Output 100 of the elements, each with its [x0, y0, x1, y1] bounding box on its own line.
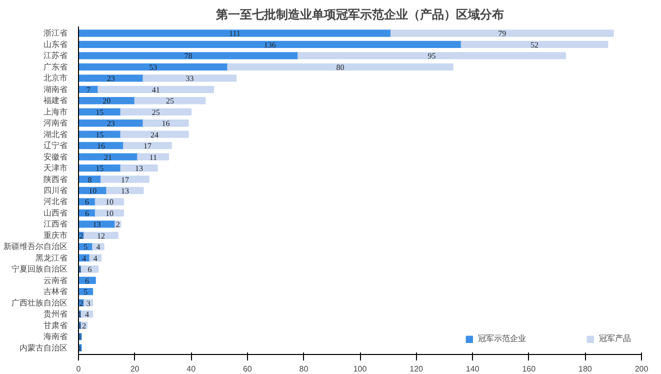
y-tick-label: 广西壮族自治区 [12, 298, 68, 308]
y-tick-label: 云南省 [44, 276, 68, 285]
data-label: 13 [135, 164, 144, 174]
data-label: 10 [105, 208, 114, 218]
bar [78, 130, 122, 138]
y-tick-label: 新疆维吾尔自治区 [4, 242, 68, 252]
data-label: 15 [96, 108, 104, 117]
data-label: 136 [264, 40, 276, 50]
data-label: 16 [162, 119, 170, 128]
y-tick-label: 河北省 [44, 197, 68, 206]
bar [94, 198, 124, 206]
y-tick-label: 天津市 [44, 164, 68, 173]
bar [78, 52, 299, 60]
x-tick-label: 40 [186, 364, 196, 374]
x-tick-label: 20 [130, 364, 140, 374]
bar [142, 120, 189, 127]
data-label: 17 [143, 142, 152, 151]
y-tick-label: 吉林省 [44, 287, 68, 296]
data-label: 33 [186, 74, 194, 84]
data-label: 79 [498, 29, 506, 38]
data-label: 52 [530, 40, 539, 50]
data-label: 11 [149, 152, 157, 162]
bar [78, 153, 138, 160]
bar [100, 176, 150, 183]
data-label: 10 [105, 198, 114, 207]
y-tick-label: 浙江省 [44, 28, 68, 38]
y-tick-label: 安徽省 [44, 152, 68, 162]
y-tick-label: 甘肃省 [44, 320, 68, 330]
y-tick-label: 湖北省 [44, 130, 68, 139]
data-label: 80 [336, 62, 344, 72]
x-tick-label: 80 [299, 364, 309, 374]
y-tick-label: 湖南省 [44, 84, 68, 94]
data-label: 111 [229, 29, 240, 38]
bar [142, 74, 237, 82]
bar [78, 30, 392, 37]
bar [84, 232, 118, 240]
data-label: 12 [97, 231, 106, 240]
bar [120, 130, 189, 138]
data-label: 4 [96, 242, 100, 252]
bar [123, 142, 172, 150]
y-tick-label: 海南省 [44, 332, 68, 342]
y-tick-label: 内蒙古自治区 [20, 343, 68, 352]
data-label: 13 [92, 220, 101, 230]
x-tick-label: 160 [522, 364, 536, 374]
bar [227, 63, 454, 71]
data-label: 2 [116, 220, 120, 230]
data-label: 95 [428, 52, 436, 61]
bar [98, 86, 214, 93]
bar [460, 40, 608, 48]
data-label: 2 [79, 298, 84, 308]
y-tick-label: 江西省 [44, 220, 68, 229]
data-label: 2 [82, 321, 86, 330]
data-label: 23 [106, 119, 115, 128]
y-tick-label: 重庆市 [44, 230, 68, 240]
data-label: 5 [84, 288, 88, 297]
y-tick-label: 山东省 [44, 40, 68, 49]
data-label: 5 [84, 242, 88, 252]
data-label: 6 [88, 265, 92, 274]
data-label: 6 [84, 208, 89, 218]
data-label: 53 [149, 62, 158, 72]
data-label: 6 [84, 198, 89, 207]
bar [78, 74, 144, 82]
bar [120, 164, 158, 172]
x-tick-label: 140 [466, 364, 480, 374]
data-label: 17 [120, 175, 129, 184]
legend-label: 冠军示范企业 [478, 333, 526, 344]
x-tick-label: 100 [353, 364, 368, 374]
x-tick-label: 180 [578, 364, 592, 374]
data-label: 8 [88, 175, 92, 184]
y-tick-label: 黑龙江省 [36, 253, 68, 262]
bar [92, 243, 104, 250]
data-label: 4 [93, 254, 98, 263]
data-label: 6 [84, 276, 89, 286]
bar [78, 40, 462, 48]
data-label: 20 [102, 96, 111, 106]
data-label: 10 [88, 186, 97, 196]
bar [137, 153, 170, 160]
y-tick-label: 上海市 [44, 107, 68, 116]
data-label: 21 [104, 152, 112, 162]
bar [78, 63, 228, 71]
y-tick-label: 江苏省 [44, 51, 68, 60]
data-label: 78 [184, 52, 192, 61]
data-label: 4 [82, 254, 86, 263]
y-tick-label: 广东省 [44, 62, 68, 72]
legend-label: 冠军产品 [599, 333, 631, 344]
data-label: 2 [79, 231, 84, 240]
y-tick-label: 福建省 [44, 96, 68, 106]
data-label: 25 [152, 108, 160, 117]
bar [298, 52, 566, 60]
data-label: 15 [96, 130, 104, 140]
y-tick-label: 北京市 [44, 74, 68, 83]
y-tick-label: 宁夏回族自治区 [12, 264, 68, 274]
bar [120, 108, 192, 116]
bar [390, 30, 614, 37]
x-tick-label: 120 [410, 364, 424, 374]
x-tick-label: 200 [634, 364, 649, 374]
data-label: 23 [106, 74, 115, 84]
y-tick-label: 辽宁省 [44, 141, 68, 150]
y-tick-label: 四川省 [44, 186, 68, 195]
bar [78, 120, 144, 127]
